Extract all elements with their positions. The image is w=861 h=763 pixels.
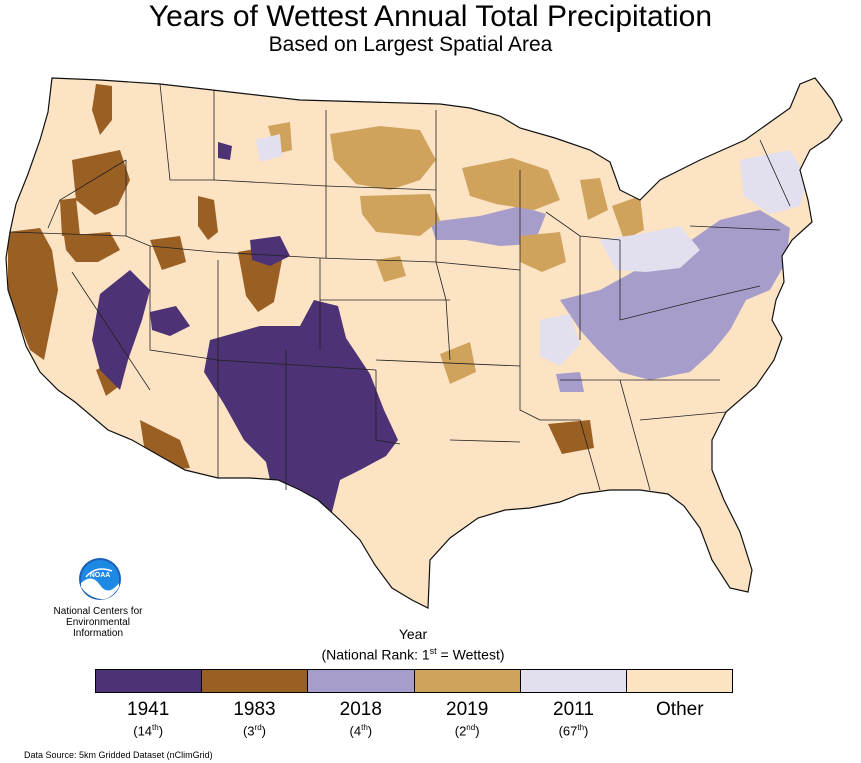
legend-swatch-2019 xyxy=(414,670,521,692)
legend-label-1941: 1941 (14th) xyxy=(95,699,201,739)
legend-rank-end: ) xyxy=(475,723,480,739)
page-title: Years of Wettest Annual Total Precipitat… xyxy=(148,0,713,33)
legend-swatch-1983 xyxy=(202,670,309,692)
legend-rank-sup: rd xyxy=(254,723,262,732)
legend-rank-num: (4 xyxy=(349,723,362,739)
legend-subtitle-prefix: (National Rank: 1 xyxy=(321,646,430,663)
state-borders xyxy=(9,83,791,491)
legend-rank-num: (3 xyxy=(242,723,255,739)
legend-subtitle-suffix: = Wettest) xyxy=(436,646,505,663)
legend-label-1983: 1983 (3rd) xyxy=(201,699,307,739)
legend-year: 1941 xyxy=(127,699,170,720)
legend-swatch-2018 xyxy=(308,670,415,692)
legend-year: 2018 xyxy=(339,699,382,720)
legend-swatch-other xyxy=(626,670,733,692)
legend-rank: (67th) xyxy=(520,720,626,739)
legend-label-2019: 2019 (2nd) xyxy=(414,699,520,739)
organization-line: Environmental xyxy=(66,617,130,628)
legend-rank-end: ) xyxy=(158,723,164,739)
legend-year: 2011 xyxy=(553,699,594,720)
legend-rank: (2nd) xyxy=(414,720,520,739)
legend-rank-num: (14 xyxy=(133,723,153,739)
legend-label-2018: 2018 (4th) xyxy=(308,699,414,739)
legend-rank-sup: th xyxy=(361,723,368,732)
noaa-logo-icon: NOAA xyxy=(79,558,121,600)
region-2018 xyxy=(430,206,790,392)
legend-year: Other xyxy=(656,699,704,720)
legend-rank-end: ) xyxy=(367,723,373,739)
legend-subtitle-sup: st xyxy=(429,646,437,656)
legend-rank-num: (2 xyxy=(454,723,467,739)
organization-line: Information xyxy=(72,628,124,639)
organization-line: National Centers for xyxy=(53,606,143,617)
legend-rank-num: (67 xyxy=(558,723,578,739)
legend-rank: (14th) xyxy=(95,720,201,739)
legend-subtitle: (National Rank: 1st = Wettest) xyxy=(0,643,826,663)
legend-color-bar xyxy=(95,669,733,693)
legend-rank-sup: th xyxy=(577,723,585,732)
legend-swatch-1941 xyxy=(96,670,203,692)
legend-rank-sup: nd xyxy=(466,723,476,732)
page-subtitle: Based on Largest Spatial Area xyxy=(268,33,553,56)
us-precipitation-map xyxy=(5,77,843,609)
legend-year: 1983 xyxy=(233,699,276,720)
legend-title: Year xyxy=(398,626,428,642)
region-2011 xyxy=(256,134,808,366)
legend-year: 2019 xyxy=(446,699,489,720)
legend-label-2011: 2011 (67th) xyxy=(520,699,626,739)
legend-rank-sup: th xyxy=(152,723,159,732)
legend-rank-end: ) xyxy=(261,723,266,739)
legend-swatch-2011 xyxy=(520,670,627,692)
legend-rank: (4th) xyxy=(308,720,414,739)
organization-name: National Centers for Environmental Infor… xyxy=(28,606,168,639)
region-1941 xyxy=(92,142,398,520)
data-source-note: Data Source: 5km Gridded Dataset (nClimG… xyxy=(24,750,213,760)
legend-labels: 1941 (14th) 1983 (3rd) 2018 (4th) 2019 (… xyxy=(95,699,733,739)
noaa-logo-text: NOAA xyxy=(90,572,111,579)
legend-rank-end: ) xyxy=(584,723,589,739)
legend-rank: (3rd) xyxy=(201,720,307,739)
legend-label-other: Other xyxy=(627,699,733,739)
region-2019 xyxy=(268,122,644,384)
